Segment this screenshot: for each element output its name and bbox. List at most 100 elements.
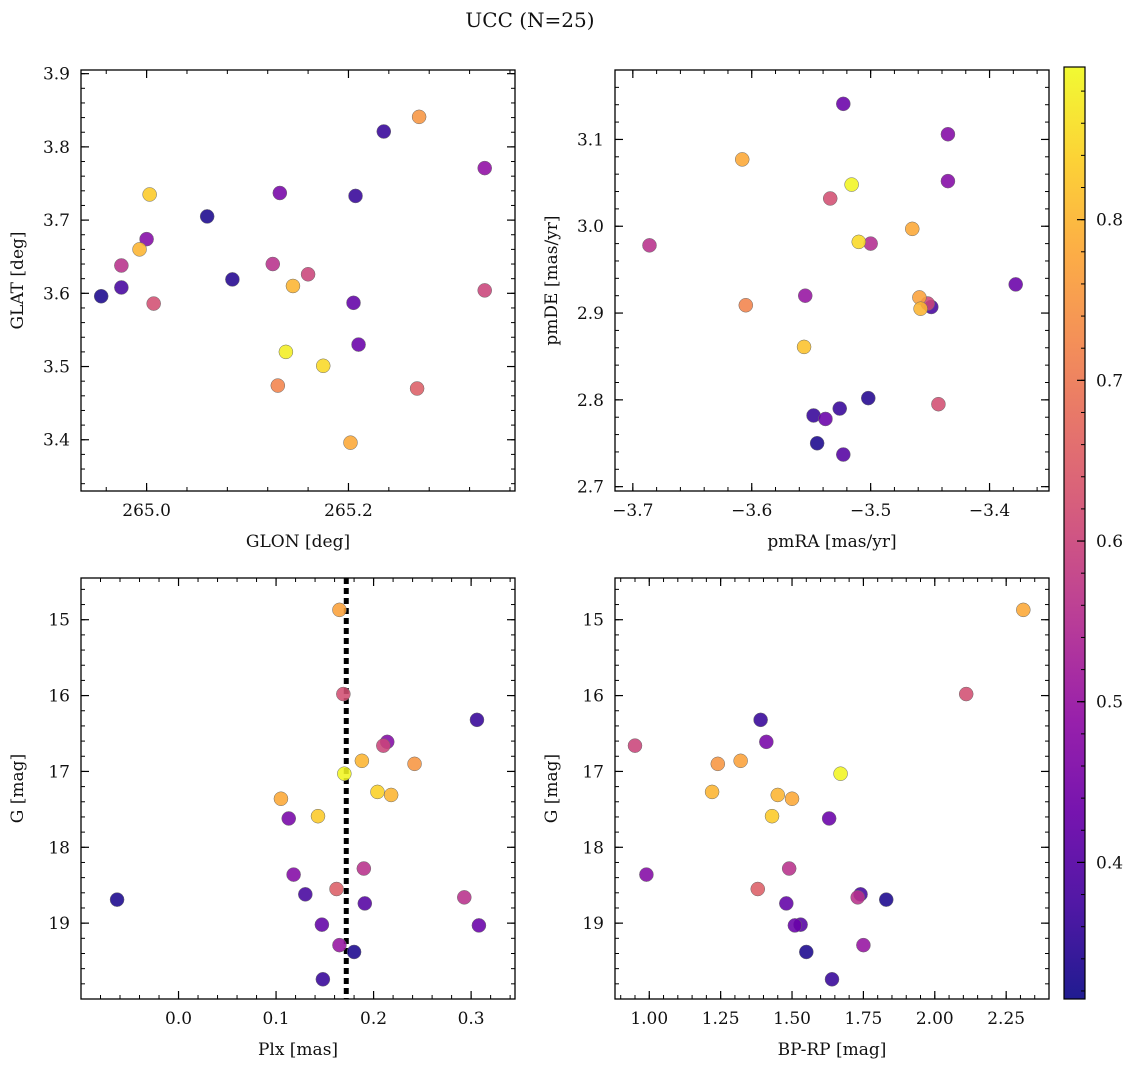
y-tick-label: 18 [48,838,70,858]
data-point [300,267,316,282]
data-point [958,686,974,702]
data-point [770,787,785,803]
data-point [856,937,871,953]
x-tick-label: 265.0 [122,501,171,521]
data-point [411,109,427,125]
y-tick-label: 3.0 [577,217,604,237]
data-point [469,712,485,728]
y-tick-label: 2.7 [577,478,604,498]
data-point [905,221,920,237]
data-point [477,283,492,298]
y-tick-label: 3.1 [577,130,604,150]
data-point [784,791,800,806]
data-point [346,295,361,311]
plot-frame [80,69,516,492]
data-point [738,297,754,313]
y-tick-label: 19 [48,914,70,934]
colorbar-tick-label: 0.8 [1096,211,1123,231]
data-point [265,256,281,272]
data-point [199,209,215,224]
data-point [627,738,643,753]
x-tick-label: 2.25 [987,1009,1025,1029]
x-axis-label: BP-RP [mag] [778,1040,887,1060]
y-axis-label: G [mag] [542,754,562,823]
data-point [109,892,125,907]
data-point [764,808,780,824]
data-point [781,861,797,876]
data-point [298,887,313,902]
data-point [310,808,326,824]
data-point [477,160,492,176]
data-point [270,378,286,393]
x-tick-label: 2.00 [916,1009,954,1029]
data-point [142,187,157,202]
x-tick-label: 0.3 [458,1009,485,1029]
data-point [273,791,289,806]
x-tick-label: −3.5 [850,501,891,521]
data-point [779,896,794,911]
data-point [348,188,363,204]
data-point [354,753,370,769]
x-axis-label: pmRA [mas/yr] [767,532,896,552]
data-point [799,944,814,960]
data-point [851,234,867,250]
data-point [824,972,840,987]
data-point [357,896,373,911]
data-point [796,339,812,355]
plot-frame [80,577,516,1000]
colorbar-tick-label: 0.7 [1096,371,1123,391]
data-point [281,811,296,826]
data-point [332,602,347,618]
data-point [913,301,928,316]
data-point [114,258,129,273]
data-point [704,784,720,800]
x-axis-label: GLON [deg] [246,532,350,552]
data-point [1016,602,1031,618]
colorbar-tick-label: 0.4 [1096,853,1123,873]
colorbar-bar [1063,66,1086,1000]
data-point [132,242,147,257]
data-point [329,881,344,897]
plot-frame [614,69,1050,492]
panel-3: 0.0 0.1 0.2 0.3 15 16 17 18 19 Plx [mas] G [mag] [8,577,516,1060]
data-point [642,238,657,253]
panel-1: 265.0 265.2 3.4 3.5 3.6 3.7 3.8 3.9 GLON [deg] GL… [8,65,516,552]
data-point [940,173,956,189]
data-point [710,756,726,772]
colorbar: 0.4 0.5 0.6 0.7 0.8 [1063,66,1123,1000]
y-tick-label: 2.9 [577,304,604,324]
y-axis-label: GLAT [deg] [8,231,28,329]
data-point [146,296,161,311]
data-point [733,753,748,769]
y-tick-label: 16 [48,687,70,707]
data-point [93,288,109,304]
x-tick-label: 0.1 [263,1009,290,1029]
y-tick-label: 3.7 [43,211,70,231]
data-point [850,890,865,905]
y-tick-label: 3.6 [43,284,70,304]
y-tick-label: 2.8 [577,391,604,411]
x-tick-label: 1.75 [844,1009,882,1029]
panel-4: 1.00 1.25 1.50 1.75 2.00 2.25 15 16 17 18 19 BP-RP … [542,577,1050,1060]
data-point [861,390,876,406]
y-axis-label: pmDE [mas/yr] [542,215,562,345]
plot-frame [614,577,1050,1000]
data-point [225,272,240,287]
data-point [753,712,768,728]
data-point [832,401,847,416]
x-tick-label: 1.00 [630,1009,668,1029]
data-point [471,918,487,933]
data-point [272,185,288,201]
y-tick-label: 16 [582,687,604,707]
y-tick-label: 17 [48,762,70,782]
figure-title: UCC (N=25) [465,8,595,32]
data-point [407,756,422,772]
data-point [332,937,347,953]
data-point [734,152,750,167]
data-point [351,337,366,352]
data-point [337,766,352,781]
y-tick-label: 15 [48,611,70,631]
data-point [879,892,894,907]
